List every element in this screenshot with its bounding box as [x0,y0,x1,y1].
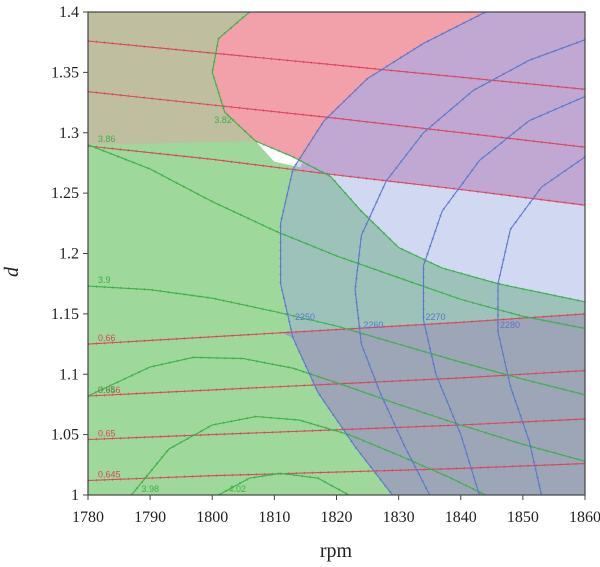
blue-contour-line [280,12,486,495]
y-tick-label: 1.25 [51,185,79,202]
blue-contour-line [422,95,585,495]
green-contour-label: 3.98 [142,484,160,494]
y-tick-label: 1.15 [51,306,79,323]
red-contour-label: 0.645 [98,470,121,480]
red-contour-ticks [88,417,585,441]
green-contour-label: 3.9 [98,275,111,285]
y-tick-label: 1.3 [59,125,79,142]
red-contour-label: 0.65 [98,429,116,439]
contour-lines [88,12,585,495]
green-contour-line [211,12,585,303]
green-contour-line [88,356,585,462]
green-contour-label: 3.86 [98,134,116,144]
x-tick-label: 1790 [134,509,166,526]
green-contour-line [218,472,350,495]
red-contour-label: 0.66 [98,333,116,343]
y-tick-label: 1.4 [59,4,79,21]
red-contour-ticks [88,39,585,91]
green-contour-label: 3.82 [214,115,232,125]
x-axis-ticks: 1780 1790 1800 1810 1820 1830 1840 1850 1860 [72,495,600,526]
blue-contour-label: 2250 [295,312,315,322]
red-contour-ticks [88,90,585,149]
blue-contour-line [354,39,585,495]
y-tick-label: 1.2 [59,246,79,263]
green-contour-ticks [88,284,585,397]
slate-overlap-region [280,313,585,495]
x-tick-label: 1830 [383,509,415,526]
x-tick-label: 1840 [445,509,477,526]
x-axis-title: rpm [320,540,353,562]
x-tick-label: 1810 [258,509,290,526]
red-contour-line [88,145,585,206]
red-contour-ticks [88,369,585,398]
y-tick-label: 1.35 [51,64,79,81]
green-contour-label: 3.94 [98,385,116,395]
blue-contour-label: 2260 [363,320,383,330]
x-tick-label: 1820 [321,509,353,526]
green-contour-line [131,415,486,495]
purple-overlap-region [299,12,585,206]
x-tick-label: 1860 [569,509,600,526]
red-contour-label: 0.656 [98,385,121,395]
y-tick-label: 1.1 [59,366,79,383]
red-contour-ticks [88,312,585,346]
green-contour-label: 4.02 [229,484,247,494]
green-contour-ticks [88,143,585,330]
blue-contour-line [497,156,585,495]
y-tick-label: 1 [71,487,79,504]
y-axis-ticks: 1 1.05 1.1 1.15 1.2 1.25 1.3 1.35 1.4 [51,4,88,504]
blue-contour-label: 2280 [500,320,520,330]
y-tick-label: 1.05 [51,427,79,444]
x-tick-label: 1800 [196,509,228,526]
y-axis-title: d [1,266,23,277]
x-tick-label: 1780 [72,509,104,526]
contour-labels: 0.66 0.656 0.65 0.645 3.82 3.86 3.9 3.94 3.98 4.0… [98,115,520,494]
blue-contour-label: 2270 [426,312,446,322]
x-tick-label: 1850 [507,509,539,526]
red-contour-ticks [88,462,585,482]
